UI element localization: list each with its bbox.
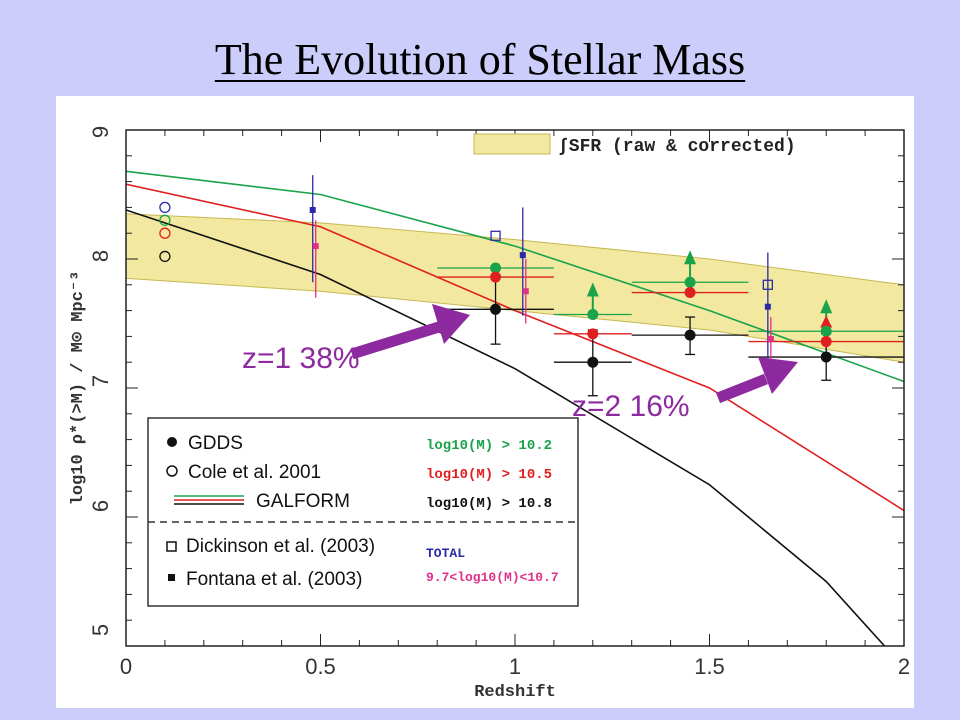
legend-galform-lines — [174, 495, 244, 505]
legend-cut-105: log10(M) > 10.5 — [426, 467, 552, 483]
legend-dickinson-marker — [166, 541, 177, 552]
fontana-point-total — [764, 303, 771, 310]
model-curve-black — [125, 209, 886, 647]
legend-fontana-label: Fontana et al. (2003) — [186, 569, 362, 590]
slide-title: The Evolution of Stellar Mass — [214, 35, 746, 84]
gdds-limit-arrow-red — [820, 315, 833, 328]
x-axis-label: Redshift — [474, 683, 556, 702]
fontana-point-total — [309, 206, 316, 213]
y-tick-7: 7 — [88, 375, 113, 387]
data-points — [159, 175, 904, 397]
y-tick-8: 8 — [88, 250, 113, 262]
stellar-mass-chart: 0 0.5 1 1.5 2 5 6 7 8 9 Redshift log10 ρ… — [68, 126, 910, 702]
gdds-limit-arrow-green — [684, 250, 697, 265]
y-tick-9: 9 — [88, 126, 113, 138]
dickinson-point — [762, 279, 773, 290]
band-legend-label: ∫SFR (raw & corrected) — [558, 137, 796, 157]
gdds-point-green — [490, 262, 502, 274]
fontana-point-mid — [767, 335, 774, 342]
dickinson-point — [490, 230, 501, 241]
gdds-point-black — [587, 356, 599, 368]
arrow-z2 — [715, 357, 798, 404]
cole-point-green — [159, 214, 171, 226]
legend-cole-label: Cole et al. 2001 — [188, 462, 321, 483]
gdds-point-black — [820, 351, 832, 363]
annotation-z2: z=2 16% — [572, 390, 690, 423]
gdds-point-red — [684, 287, 696, 299]
model-curve-green — [125, 170, 905, 383]
axis-ticks — [125, 129, 905, 647]
gdds-point-black — [490, 303, 502, 315]
legend-gdds-marker — [167, 437, 177, 447]
sfr-band — [125, 213, 905, 363]
legend-gdds-label: GDDS — [188, 433, 243, 454]
legend-total-label: TOTAL — [426, 546, 465, 561]
y-tick-5: 5 — [88, 624, 113, 636]
band-legend-swatch — [473, 133, 551, 155]
fontana-point-mid — [312, 243, 319, 250]
x-tick-4: 2 — [898, 654, 910, 679]
cole-point-red — [159, 227, 171, 239]
gdds-point-red — [490, 271, 502, 283]
cole-point-black — [159, 250, 171, 263]
gdds-point-black — [684, 329, 696, 341]
gdds-limit-arrow-green — [820, 299, 833, 314]
legend-cole-marker — [166, 465, 178, 477]
fontana-point-mid — [522, 288, 529, 295]
annotation-z1: z=1 38% — [242, 342, 360, 375]
x-tick-2: 1 — [509, 654, 521, 679]
x-tick-3: 1.5 — [694, 654, 725, 679]
fontana-point-total — [519, 252, 526, 259]
x-tick-1: 0.5 — [305, 654, 336, 679]
x-tick-0: 0 — [120, 654, 132, 679]
legend-galform-label: GALFORM — [256, 491, 350, 512]
legend-cut-108: log10(M) > 10.8 — [426, 496, 552, 512]
cole-point-blue — [159, 201, 171, 214]
legend-cut-102: log10(M) > 10.2 — [426, 438, 552, 454]
gdds-limit-arrow-green — [586, 282, 599, 297]
gdds-point-red — [587, 328, 599, 340]
gdds-point-red — [820, 336, 832, 348]
gdds-point-green — [587, 308, 599, 320]
legend-dickinson-label: Dickinson et al. (2003) — [186, 536, 375, 557]
legend-fontana-marker — [168, 574, 175, 581]
y-axis-label: log10 ρ*(>M) / M⊙ Mpc⁻³ — [68, 271, 88, 506]
legend-box — [147, 417, 579, 607]
figure-panel: 0 0.5 1 1.5 2 5 6 7 8 9 Redshift log10 ρ… — [56, 96, 914, 708]
y-tick-6: 6 — [88, 500, 113, 512]
model-curve-red — [125, 183, 905, 512]
gdds-point-green — [820, 325, 832, 337]
arrow-z1 — [350, 304, 470, 360]
gdds-point-green — [684, 276, 696, 288]
legend-range-label: 9.7<log10(M)<10.7 — [426, 570, 559, 585]
